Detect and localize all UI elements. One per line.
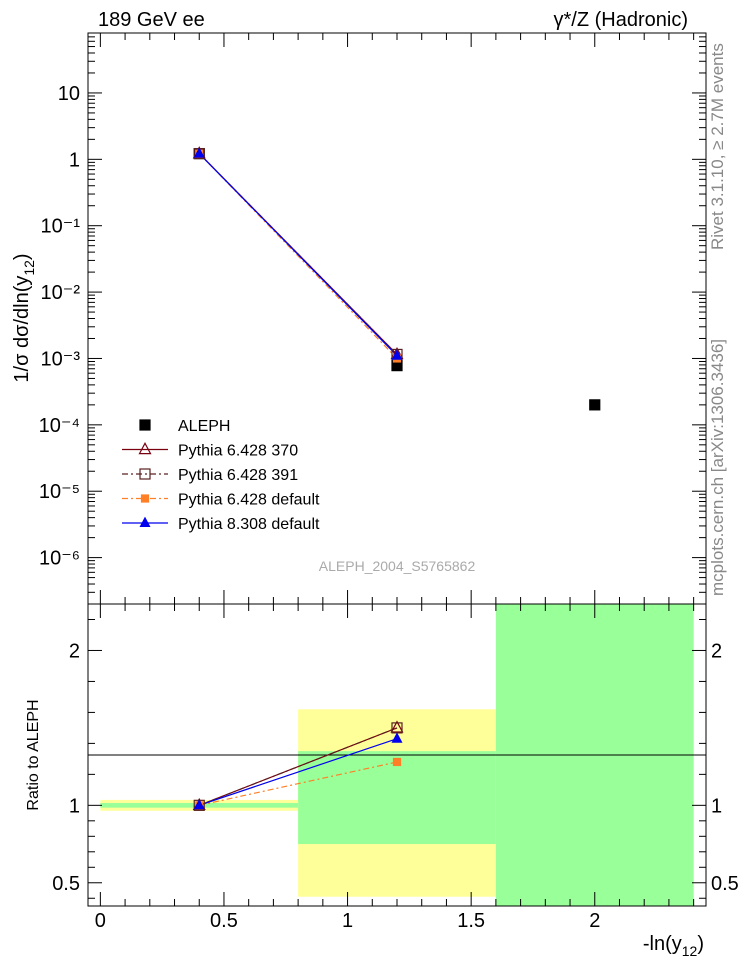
x-tick-label: 1.5: [457, 910, 485, 932]
ratio-line-pythia-6-428-370: [199, 727, 398, 806]
main-axis-ticks: 10⁻⁶ 10⁻⁵ 10⁻⁴ 10⁻³ 10⁻² 10⁻¹ 1 10: [39, 32, 706, 605]
side-text-top: Rivet 3.1.10, ≥ 2.7M events: [708, 43, 727, 250]
ratio-y-tick-label-left: 0.5: [52, 873, 80, 895]
main-line-pythia-8-308-default: [198, 153, 398, 357]
ratio-point-pythia-6-428-default: [392, 757, 402, 767]
legend-marker: [139, 516, 151, 527]
legend-label: Pythia 6.428 391: [178, 467, 298, 484]
legend-marker: [139, 419, 151, 431]
header-right: γ*/Z (Hadronic): [554, 9, 688, 31]
legend-item-pythia-6-428-391: Pythia 6.428 391: [122, 467, 298, 484]
ratio-y-tick-label-right: 0.5: [711, 873, 739, 895]
legend-item-pythia-8-308-default: Pythia 8.308 default: [122, 516, 320, 533]
main-y-tick-label: 10⁻⁵: [39, 481, 80, 503]
x-tick-label: 1: [342, 910, 353, 932]
legend-marker: [138, 442, 152, 455]
ratio-point-pythia-8-308-default: [391, 732, 403, 743]
legend-marker: [140, 494, 150, 503]
main-point-aleph: [589, 399, 601, 411]
ratio-point-pythia-6-428-370: [390, 720, 404, 733]
ratio-band-green: [298, 751, 496, 845]
ratio-y-tick-label-left: 1: [69, 795, 80, 817]
ratio-point-pythia-8-308-default: [193, 798, 205, 810]
legend-item-aleph: ALEPH: [139, 418, 230, 435]
svg-text:-ln(y12): -ln(y12): [643, 933, 704, 959]
ratio-frame: [87, 603, 707, 907]
x-tick-label: 2: [589, 910, 600, 932]
ratio-y-tick-label-right: 1: [711, 795, 722, 817]
watermark: ALEPH_2004_S5765862: [319, 558, 476, 574]
legend-item-pythia-6-428-370: Pythia 6.428 370: [122, 442, 298, 460]
ratio-y-tick-label-left: 2: [69, 640, 80, 662]
legend-marker: [139, 468, 151, 480]
x-axis-label: -ln(y12): [643, 933, 704, 959]
legend: ALEPH Pythia 6.428 370 Pythia 6.428 391 Pyt…: [122, 418, 320, 533]
main-y-tick-label: 10⁻⁶: [39, 548, 80, 570]
ratio-y-tick-label-right: 2: [711, 640, 722, 662]
legend-label: ALEPH: [178, 418, 230, 435]
ratio-y-axis-label: Ratio to ALEPH: [25, 699, 42, 810]
main-y-tick-label: 10⁻¹: [41, 216, 81, 238]
legend-item-pythia-6-428-default: Pythia 6.428 default: [122, 492, 320, 509]
legend-label: Pythia 6.428 370: [178, 443, 298, 460]
legend-label: Pythia 8.308 default: [178, 516, 320, 533]
main-y-axis-label: 1/σ dσ/dln(y12): [11, 253, 37, 382]
main-point-pythia-8-308-default: [193, 147, 205, 158]
main-point-pythia-8-308-default: [391, 349, 403, 360]
ratio-line-pythia-6-428-default: [199, 761, 398, 806]
x-tick-label: 0: [95, 910, 106, 932]
main-y-tick-label: 10: [58, 83, 80, 105]
ratio-panel: 0.5 0.5 1 1 2 2 0 0.5 1 1.5 2 Ratio to ALEPH -ln(y…: [25, 603, 739, 959]
main-y-tick-label: 1: [69, 149, 80, 171]
ratio-series: [192, 720, 404, 811]
svg-text:1/σ dσ/dln(y12): 1/σ dσ/dln(y12): [11, 253, 37, 382]
main-y-tick-label: 10⁻²: [41, 282, 81, 304]
ratio-axis-ticks: 0.5 0.5 1 1 2 2 0 0.5 1 1.5 2: [52, 604, 739, 932]
main-series: [192, 146, 601, 411]
main-y-axis-label-text: 1/σ dσ/dln(y: [11, 276, 33, 383]
main-panel: 10⁻⁶ 10⁻⁵ 10⁻⁴ 10⁻³ 10⁻² 10⁻¹ 1 10 ALEPH_2004_S…: [11, 32, 707, 605]
side-text-bottom: mcplots.cern.ch [arXiv:1306.3436]: [708, 339, 727, 596]
header-left: 189 GeV ee: [98, 9, 205, 31]
x-tick-label: 0.5: [210, 910, 238, 932]
legend-label: Pythia 6.428 default: [178, 492, 320, 509]
main-y-tick-label: 10⁻³: [41, 348, 81, 370]
x-axis-label-text: -ln(y: [643, 933, 682, 955]
main-y-tick-label: 10⁻⁴: [39, 415, 80, 437]
ratio-line-pythia-8-308-default: [199, 738, 398, 806]
